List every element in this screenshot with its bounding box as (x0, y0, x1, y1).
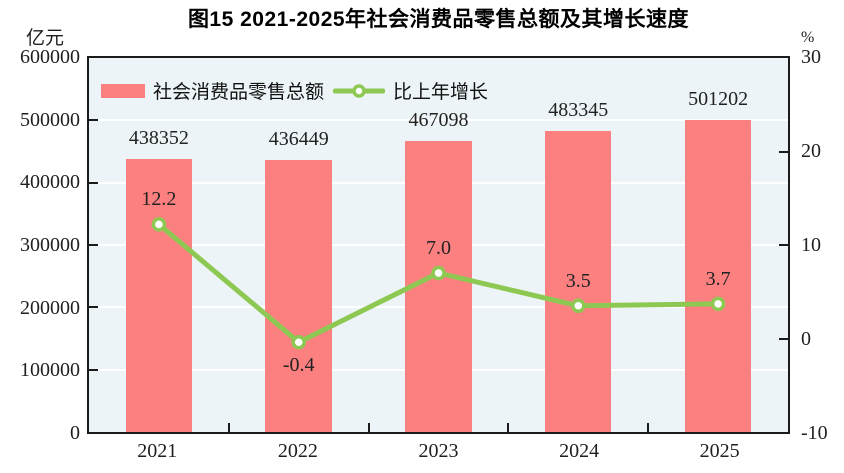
x-axis-tick (647, 423, 650, 432)
plot-inner: 438352 436449 467098 483345 501202 12.2 -0.4 7.… (89, 58, 788, 432)
left-axis-tick-label: 200000 (20, 296, 80, 319)
right-axis-tick-label: 30 (801, 46, 821, 68)
x-axis-label-2021: 2021 (137, 440, 178, 462)
line-value-label: -0.4 (282, 354, 315, 377)
chart-title: 图15 2021-2025年社会消费品零售总额及其增长速度 (187, 8, 690, 31)
line-value-label: 3.7 (705, 267, 731, 290)
right-axis-tick (779, 150, 788, 153)
line-marker-2021 (151, 217, 167, 232)
left-axis-unit-label: 亿元 (26, 28, 65, 49)
bar-value-label: 501202 (688, 87, 749, 110)
legend-item-line: 比上年增长 (333, 77, 488, 104)
line-marker-2024 (571, 298, 586, 314)
bar-2024 (545, 130, 612, 432)
right-axis-unit-label: % (801, 29, 815, 46)
bar-value-label: 467098 (408, 108, 469, 131)
left-axis-tick-label: 400000 (20, 171, 80, 194)
x-axis-tick (227, 423, 230, 432)
plot-area: 438352 436449 467098 483345 501202 12.2 -0.4 7.… (87, 56, 790, 434)
left-axis-tick (89, 368, 98, 371)
right-axis-tick-label: -10 (801, 422, 828, 444)
line-marker-2022 (291, 334, 306, 350)
x-axis-tick (367, 423, 370, 432)
bar-value-label: 483345 (548, 98, 609, 121)
x-axis-label-2024: 2024 (559, 440, 600, 462)
left-axis-tick-label: 500000 (20, 108, 80, 131)
bar-value-label: 436449 (268, 127, 329, 150)
left-axis-tick (89, 119, 98, 122)
line-marker-2023 (431, 265, 446, 281)
legend-bar-label: 社会消费品零售总额 (153, 82, 325, 103)
legend-item-bar: 社会消费品零售总额 (101, 77, 324, 104)
legend-line-marker (352, 83, 366, 98)
x-axis-category-labels: 2021 2022 2023 2024 2025 (87, 440, 790, 463)
x-axis-label-2025: 2025 (699, 440, 740, 462)
x-axis-tick (507, 423, 510, 432)
right-axis-tick (779, 244, 788, 246)
legend-line-label: 比上年增长 (393, 82, 489, 103)
right-axis-tick (779, 337, 788, 340)
left-axis-tick-label: 100000 (20, 359, 80, 382)
left-axis-tick-label: 300000 (20, 234, 80, 256)
right-axis-tick-label: 10 (801, 234, 821, 256)
line-value-label: 3.5 (565, 269, 591, 292)
right-axis-tick-label: 0 (801, 328, 811, 350)
gridline (89, 119, 788, 122)
left-axis-tick (89, 306, 98, 309)
x-axis-label-2023: 2023 (418, 440, 459, 462)
legend-line-marker-icon (333, 83, 386, 98)
left-axis-tick (89, 181, 98, 184)
x-axis-label-2022: 2022 (277, 440, 318, 462)
left-axis-tick-label: 0 (70, 422, 80, 444)
bar-value-label: 438352 (128, 126, 189, 149)
right-axis-tick-label: 20 (801, 140, 821, 162)
left-axis-tick (89, 244, 98, 246)
line-marker-2025 (710, 296, 726, 312)
line-value-label: 7.0 (426, 237, 451, 260)
line-series (151, 217, 726, 350)
bar-2021 (125, 158, 193, 432)
legend-bar-swatch-icon (101, 83, 145, 98)
legend: 社会消费品零售总额 比上年增长 (101, 77, 488, 104)
bar-2022 (265, 159, 332, 432)
left-axis-tick-label: 600000 (20, 46, 80, 68)
bar-2025 (684, 119, 752, 432)
line-value-label: 12.2 (141, 188, 177, 211)
